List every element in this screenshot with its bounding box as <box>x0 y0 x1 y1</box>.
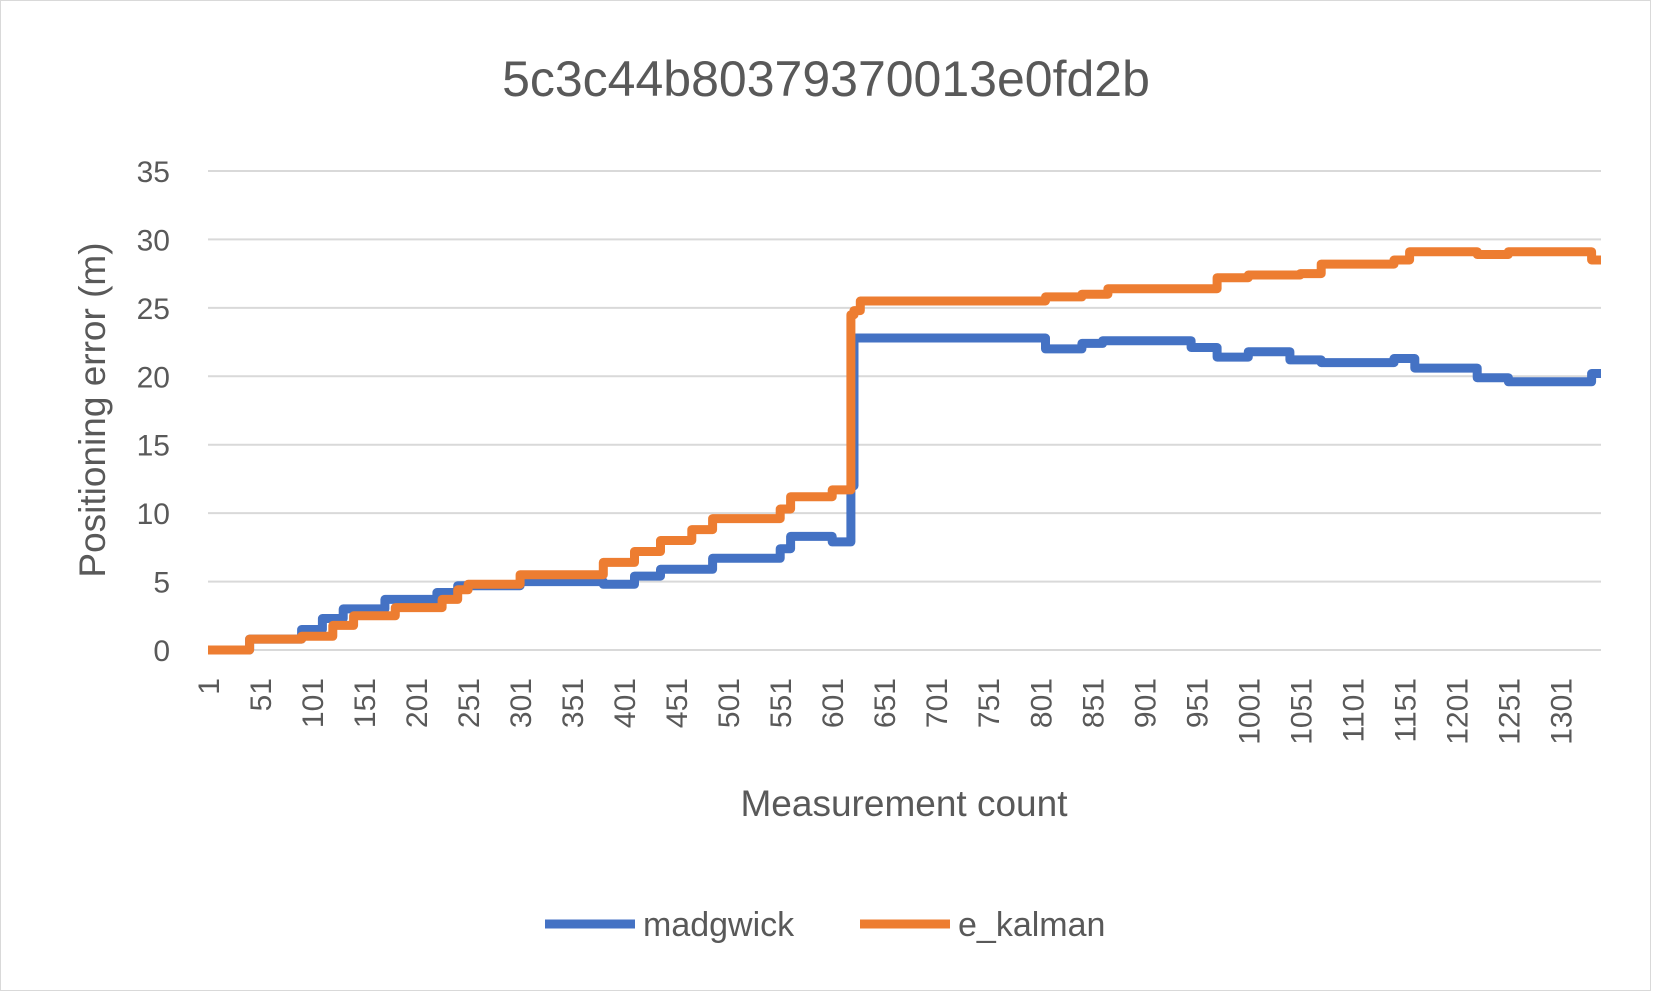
x-tick-label: 401 <box>609 678 642 728</box>
y-tick-label: 5 <box>153 567 170 600</box>
x-tick-label: 151 <box>349 678 382 728</box>
x-tick-label: 1151 <box>1389 678 1422 743</box>
x-tick-label: 351 <box>557 678 590 728</box>
legend-label-madgwick: madgwick <box>643 906 795 944</box>
x-tick-label: 501 <box>713 678 746 728</box>
series-lines <box>208 247 1601 655</box>
x-tick-label: 551 <box>765 678 798 728</box>
y-tick-labels: 0 5 10 15 20 25 30 35 <box>137 156 170 668</box>
x-tick-label: 1001 <box>1233 678 1266 745</box>
y-tick-label: 0 <box>153 635 170 668</box>
x-tick-label: 951 <box>1181 678 1214 728</box>
x-tick-label: 701 <box>921 678 954 728</box>
y-axis-title: Positioning error (m) <box>72 242 113 577</box>
x-tick-label: 651 <box>869 678 902 728</box>
x-tick-label: 1101 <box>1337 678 1370 743</box>
chart-title: 5c3c44b80379370013e0fd2b <box>502 51 1150 107</box>
x-tick-label: 1251 <box>1493 678 1526 745</box>
legend: madgwick e_kalman <box>545 906 1105 944</box>
x-tick-label: 751 <box>973 678 1006 728</box>
x-tick-label: 901 <box>1129 678 1162 728</box>
y-tick-label: 25 <box>137 293 170 326</box>
x-axis-title: Measurement count <box>740 783 1068 824</box>
x-tick-label: 1051 <box>1285 678 1318 745</box>
x-tick-label: 1301 <box>1545 678 1578 745</box>
series-line-madgwick <box>208 333 1601 655</box>
y-tick-label: 20 <box>137 361 170 394</box>
x-tick-label: 201 <box>401 678 434 728</box>
series-line-e-kalman <box>208 247 1601 655</box>
y-tick-label: 10 <box>137 498 170 531</box>
y-tick-label: 30 <box>137 224 170 257</box>
x-tick-label: 601 <box>817 678 850 728</box>
x-tick-label: 451 <box>661 678 694 728</box>
x-tick-label: 301 <box>505 678 538 728</box>
y-tick-label: 15 <box>137 430 170 463</box>
x-tick-label: 1 <box>193 678 226 695</box>
gridlines <box>208 170 1601 651</box>
x-tick-label: 1201 <box>1441 678 1474 745</box>
x-tick-label: 801 <box>1025 678 1058 728</box>
x-tick-labels: 1 51 101 151 201 251 301 351 401 451 501 551 601 651 7… <box>193 678 1578 745</box>
y-tick-label: 35 <box>137 156 170 189</box>
x-tick-label: 51 <box>245 678 278 711</box>
x-tick-label: 251 <box>453 678 486 728</box>
x-tick-label: 851 <box>1077 678 1110 728</box>
x-tick-label: 101 <box>297 678 330 728</box>
legend-label-e-kalman: e_kalman <box>958 906 1105 944</box>
